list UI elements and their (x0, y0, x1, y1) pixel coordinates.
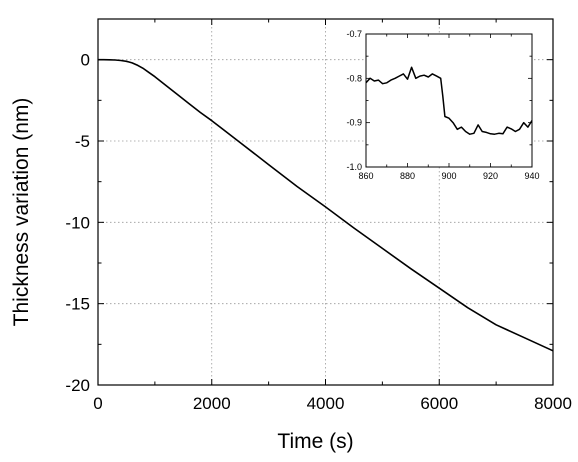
inset-y-tick-label: -0.9 (346, 118, 362, 128)
y-tick-label: 0 (81, 51, 90, 70)
inset-data-line (365, 66, 533, 135)
y-tick-label: -20 (65, 376, 90, 395)
x-tick-label: 8000 (534, 394, 572, 413)
x-axis-title: Time (s) (277, 430, 353, 453)
inset-plot: 860 880 900 920 940 -0.7 -0.8 -0.9 -1.0 (346, 29, 539, 181)
x-tick-label: 4000 (307, 394, 345, 413)
inset-y-tick-label: -1.0 (346, 162, 362, 172)
inset-background (366, 34, 532, 167)
y-tick-label: -5 (75, 132, 90, 151)
inset-x-tick-label: 920 (483, 171, 498, 181)
inset-y-tick-label: -0.7 (346, 29, 362, 39)
data-line (98, 58, 554, 352)
inset-x-tick-label: 860 (358, 171, 373, 181)
inset-x-tick-label: 900 (441, 171, 456, 181)
y-tick-label: -10 (65, 213, 90, 232)
x-tick-label: 0 (93, 394, 102, 413)
inset-x-tick-label: 940 (524, 171, 539, 181)
y-tick-label: -15 (65, 295, 90, 314)
inset-y-tick-label: -0.8 (346, 73, 362, 83)
x-tick-label: 2000 (193, 394, 231, 413)
inset-x-tick-label: 880 (400, 171, 415, 181)
y-axis-title: Thickness variation (nm) (10, 98, 33, 327)
x-tick-label: 6000 (420, 394, 458, 413)
main-plot: 0 2000 4000 6000 8000 0 -5 -10 -15 -20 Time (s) Thi… (10, 18, 572, 453)
